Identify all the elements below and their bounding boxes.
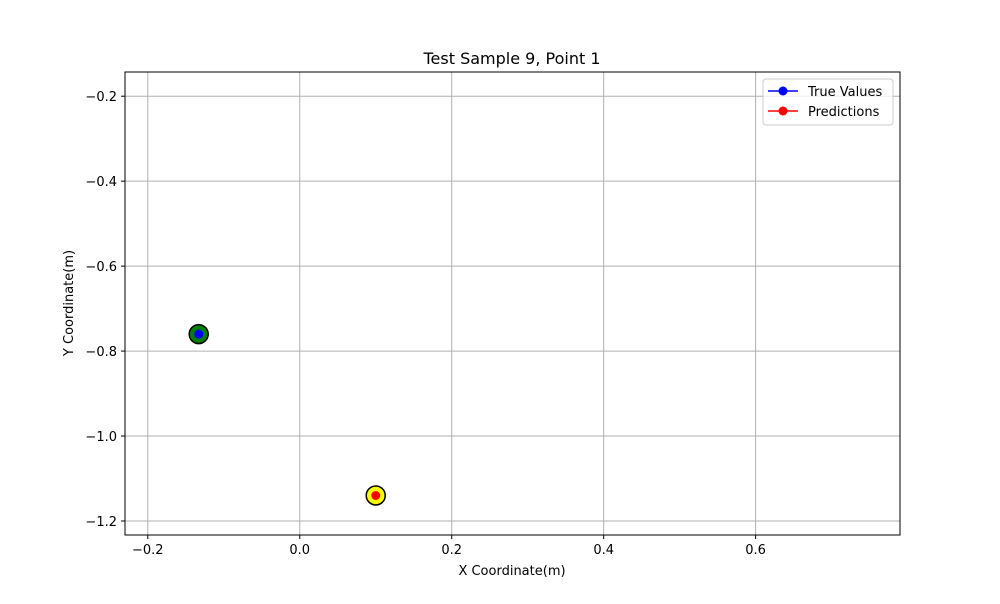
- grid: [125, 72, 900, 535]
- y-tick-label: −0.2: [85, 90, 117, 105]
- true-values-point: [194, 329, 204, 339]
- y-tick-label: −1.2: [85, 515, 117, 530]
- data-points: [188, 323, 386, 506]
- axis-ticks: −0.2 0.0 0.2 0.4 0.6 −0.2 −0.4 −0.6 −0.8 −1.0 −1.2: [85, 90, 766, 558]
- legend-predictions-marker: [778, 106, 788, 116]
- chart-title: Test Sample 9, Point 1: [422, 49, 600, 68]
- y-axis-label: Y Coordinate(m): [62, 250, 77, 357]
- x-tick-label: −0.2: [132, 543, 164, 558]
- y-tick-label: −0.8: [85, 345, 117, 360]
- y-tick-label: −0.4: [85, 175, 117, 190]
- y-tick-label: −0.6: [85, 260, 117, 275]
- predictions-point: [371, 490, 381, 500]
- x-tick-label: 0.0: [289, 543, 310, 558]
- y-tick-label: −1.0: [85, 430, 117, 445]
- legend-predictions-label: Predictions: [808, 105, 880, 120]
- x-tick-label: 0.4: [593, 543, 614, 558]
- x-tick-label: 0.2: [441, 543, 462, 558]
- legend-true-values-marker: [778, 86, 788, 96]
- x-tick-label: 0.6: [745, 543, 766, 558]
- legend: True Values Predictions: [762, 78, 894, 126]
- legend-true-values-label: True Values: [807, 85, 882, 100]
- x-axis-label: X Coordinate(m): [458, 564, 565, 579]
- plot-area-frame: [124, 71, 901, 536]
